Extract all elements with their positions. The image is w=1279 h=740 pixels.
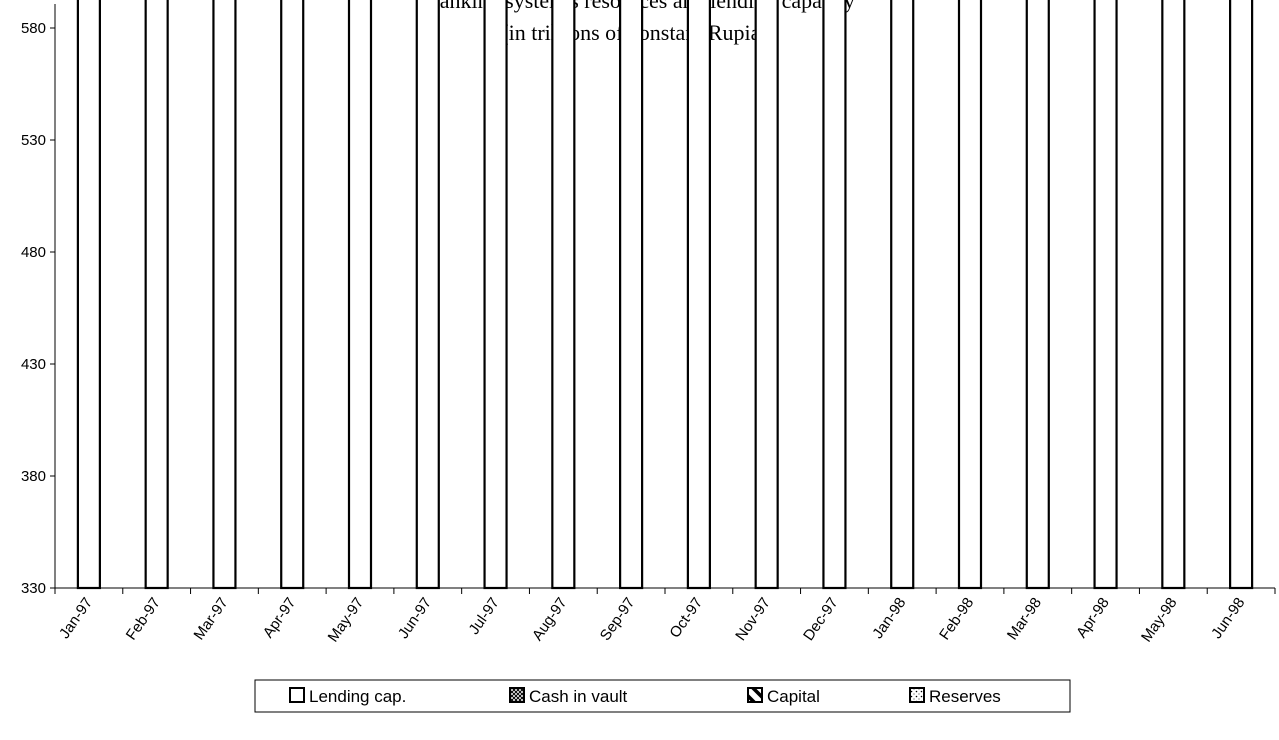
bar-segment-white [686, 0, 711, 590]
x-tick-label: Feb-97 [123, 595, 164, 644]
bar-segment-white [1161, 0, 1186, 590]
x-tick-label: Mar-98 [1004, 595, 1045, 644]
bar-segment-white [957, 0, 983, 590]
legend-label: Lending cap. [309, 687, 406, 706]
x-tick-label: Oct-97 [666, 595, 706, 642]
bar-segment-white [280, 0, 305, 590]
x-tick-label: Nov-97 [732, 595, 774, 644]
legend-swatch [509, 687, 525, 703]
x-axis: Jan-97 Feb-97 Mar-97 Apr-97 May-97 Jun-97 Jul-… [54, 587, 1276, 646]
x-tick-label: May-98 [1138, 595, 1181, 646]
legend-swatch [909, 687, 925, 703]
bar-segment-white [890, 0, 915, 590]
y-tick-label: 380 [21, 468, 46, 485]
x-tick-label: Apr-97 [260, 595, 300, 642]
bar-segment-white [76, 0, 101, 590]
legend-swatch [747, 687, 763, 703]
legend-box [254, 679, 1071, 713]
x-tick-label: Apr-98 [1073, 595, 1113, 642]
bars [76, 0, 1254, 590]
y-tick-label: 580 [21, 20, 46, 37]
y-tick-label: 430 [21, 356, 46, 373]
legend-label: Reserves [929, 687, 1001, 706]
x-tick-label: Jan-98 [869, 595, 909, 642]
legend-label: Cash in vault [529, 687, 628, 706]
x-tick-label: Mar-97 [191, 595, 232, 644]
bar-segment-white [822, 0, 847, 590]
bar-segment-white [1229, 0, 1254, 590]
x-tick-label: Dec-97 [800, 595, 842, 644]
x-tick-label: Jul-97 [465, 595, 502, 638]
bar-segment-white [347, 0, 373, 590]
y-tick-label: 530 [21, 132, 46, 149]
bar-segment-white [1093, 0, 1118, 590]
x-tick-label: May-97 [325, 595, 368, 646]
x-tick-label: Feb-98 [936, 595, 977, 644]
legend-label: Capital [767, 687, 820, 706]
y-tick-label: 330 [21, 580, 46, 597]
bar-segment-white [1025, 0, 1050, 590]
bar-segment-white [415, 0, 440, 590]
bar-segment-white [619, 0, 644, 590]
y-tick-label: 480 [21, 244, 46, 261]
legend-swatch [289, 687, 305, 703]
x-tick-label: Aug-97 [529, 595, 571, 644]
y-axis: 330 380 430 480 530 580 [21, 4, 56, 597]
bar-segment-white [754, 0, 779, 590]
legend: Lending cap. Cash in vault Capital Reserves [254, 679, 1071, 713]
x-tick-label: Jun-98 [1208, 595, 1248, 642]
bar-segment-white [144, 0, 169, 590]
bar-segment-white [212, 0, 237, 590]
x-tick-label: Jun-97 [395, 595, 435, 642]
bar-segment-white [551, 0, 576, 590]
bar-segment-white [483, 0, 508, 590]
x-tick-label: Jan-97 [56, 595, 96, 642]
x-tick-label: Sep-97 [597, 595, 639, 644]
